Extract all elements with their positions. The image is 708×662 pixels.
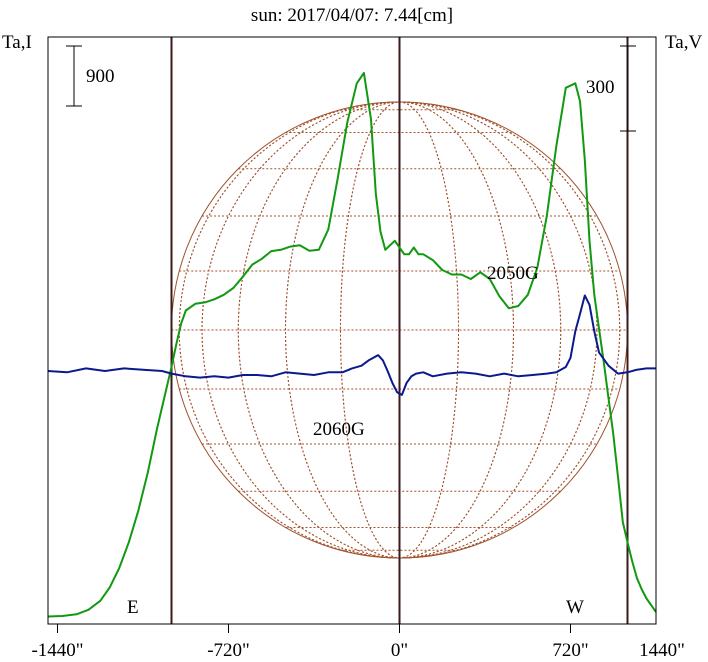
series-line-intensity	[47, 71, 657, 618]
annotation-2050g: 2050G	[487, 263, 539, 284]
x-tick-label: 0"	[391, 640, 408, 661]
plot-frame	[47, 36, 657, 625]
limb-label-west: W	[566, 597, 584, 618]
x-tick-label: -1440"	[31, 640, 83, 661]
limb-label-east: E	[127, 597, 139, 618]
series-line-polarization	[47, 294, 656, 396]
series-layer	[47, 71, 657, 618]
x-tick-label: 1440"	[639, 640, 685, 661]
left-scale-value: 900	[86, 66, 115, 87]
limb-lines	[170, 37, 629, 624]
x-tick-label: 720"	[552, 640, 588, 661]
annotation-2060g: 2060G	[313, 419, 365, 440]
left-axis-label: Ta,I	[2, 32, 32, 53]
right-axis-label: Ta,V	[665, 32, 702, 53]
right-scale-value: 300	[586, 77, 615, 98]
left-scale-bar: 900	[66, 45, 115, 107]
x-tick-label: -720"	[207, 640, 250, 661]
longitude-line	[178, 101, 621, 559]
right-scale-bar: 300	[586, 45, 636, 132]
chart-title: sun: 2017/04/07: 7.44[cm]	[251, 5, 453, 26]
longitude-line	[237, 101, 562, 559]
longitude-line	[201, 101, 598, 559]
x-axis: -1440" -720" 0" 720" 1440"	[31, 624, 685, 661]
